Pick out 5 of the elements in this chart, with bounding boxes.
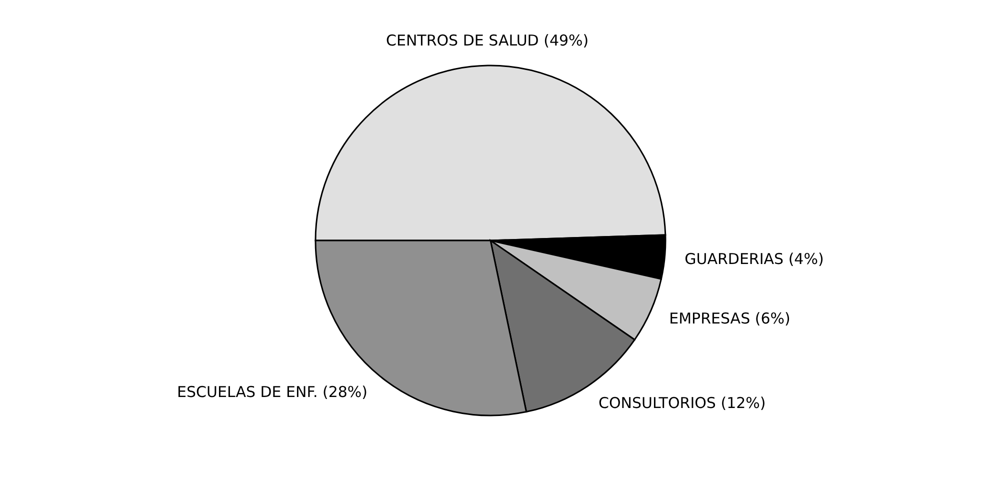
slice-label: EMPRESAS (6%) [669,310,790,328]
slice-label: ESCUELAS DE ENF. (28%) [177,382,368,401]
slice-label: CONSULTORIOS (12%) [598,394,766,412]
slice-label: CENTROS DE SALUD (49%) [386,32,589,50]
slice-label: GUARDERIAS (4%) [684,250,824,268]
